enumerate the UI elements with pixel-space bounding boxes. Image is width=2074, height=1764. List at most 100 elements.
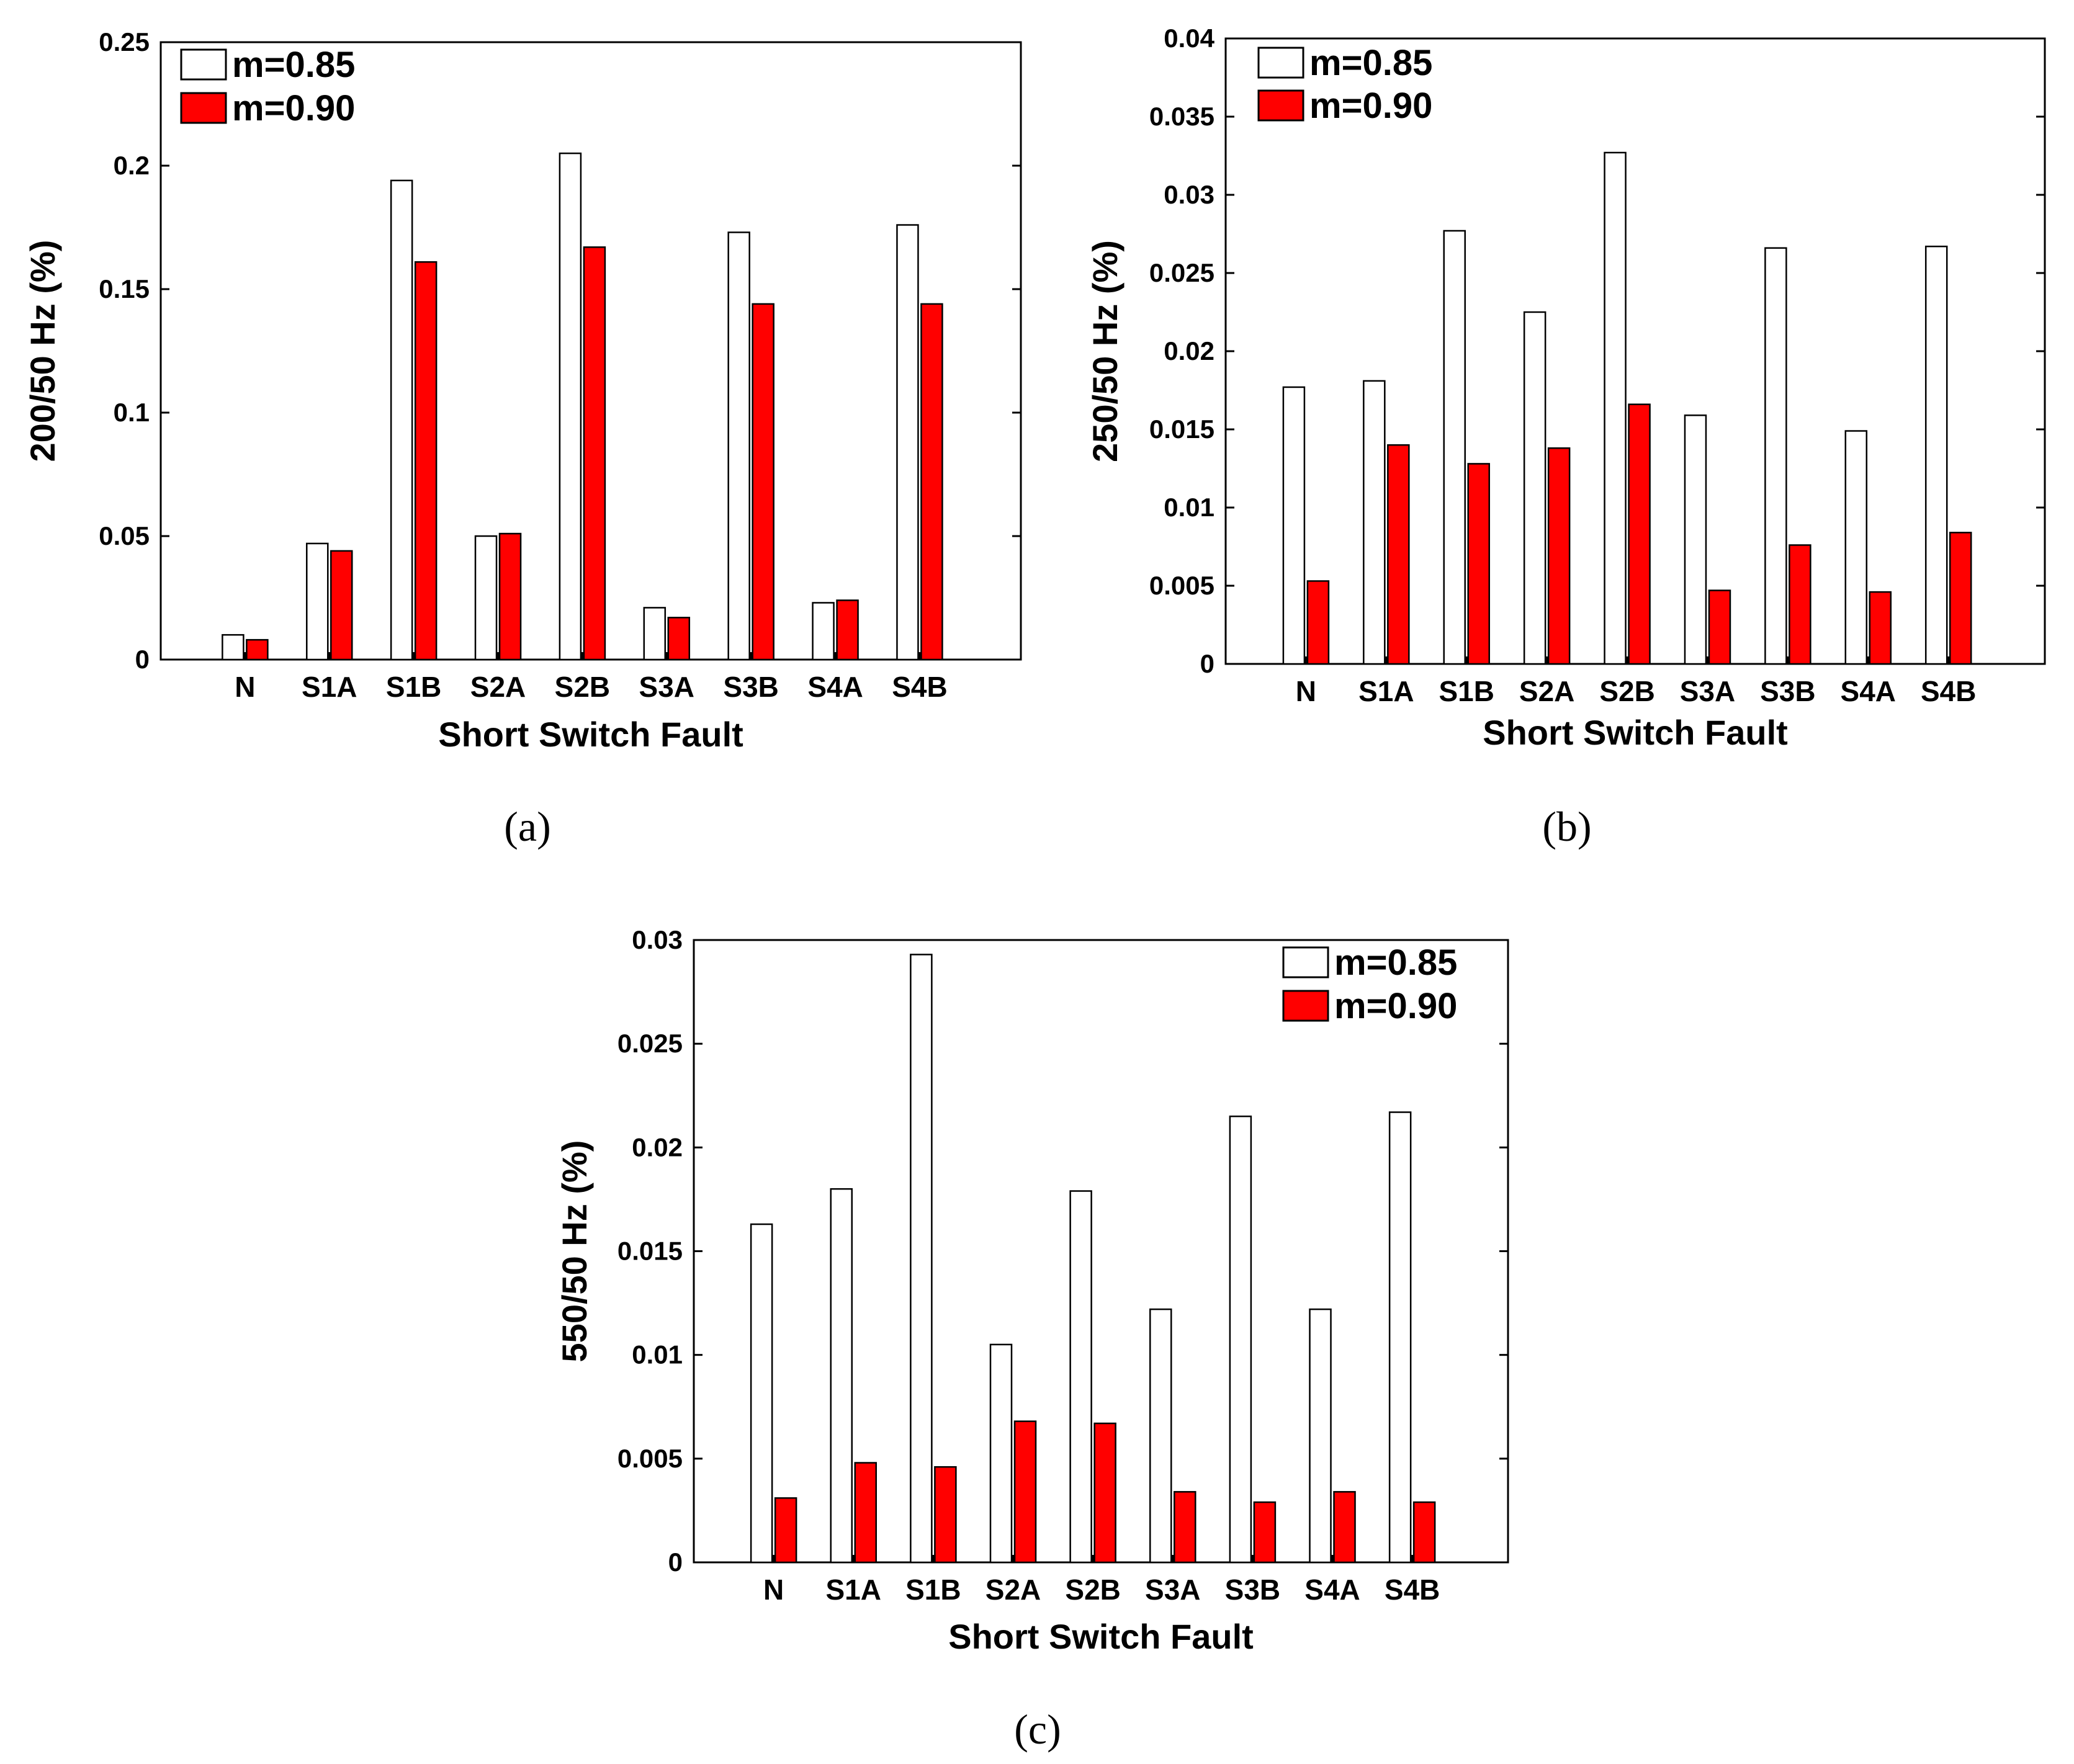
- legend-swatch: [1257, 47, 1304, 79]
- bar-m=0.85-S3B: [1229, 1115, 1252, 1564]
- x-tick-label: S2B: [1065, 1574, 1120, 1606]
- bar-m=0.90-S1A: [854, 1462, 878, 1564]
- x-tick-label: S4B: [892, 671, 947, 703]
- bar-m=0.85-S1B: [390, 179, 413, 661]
- bar-m=0.85-N: [222, 634, 245, 661]
- x-tick-label: S2A: [985, 1574, 1041, 1606]
- bar-m=0.90-N: [774, 1497, 797, 1564]
- bar-m=0.90-S1B: [414, 261, 438, 661]
- bar-m=0.85-S4B: [1388, 1111, 1412, 1564]
- bar-m=0.90-S2B: [1628, 403, 1651, 665]
- bar-m=0.90-S4A: [1333, 1491, 1356, 1564]
- bar-m=0.90-S3A: [667, 617, 691, 661]
- bar-m=0.90-S2B: [583, 246, 606, 661]
- bar-m=0.85-S3B: [727, 231, 750, 661]
- bar-m=0.85-S2A: [989, 1343, 1013, 1564]
- bar-m=0.90-S4B: [920, 303, 943, 661]
- y-tick-label: 0.2: [114, 151, 150, 180]
- x-tick-label: S2A: [1519, 675, 1574, 707]
- bar-m=0.90-S4A: [1869, 591, 1892, 665]
- bar-m=0.85-S3B: [1764, 247, 1787, 665]
- y-tick-label: 0.02: [632, 1132, 683, 1162]
- x-tick-label: S1B: [386, 671, 441, 703]
- y-tick-label: 0.04: [1164, 24, 1214, 53]
- y-axis-title: 250/50 Hz (%): [1085, 240, 1125, 462]
- legend-swatch: [180, 48, 227, 81]
- legend-label: m=0.90: [1334, 986, 1457, 1026]
- y-tick-label: 0: [668, 1547, 683, 1577]
- bar-m=0.85-S2B: [1069, 1190, 1092, 1564]
- y-tick-label: 0.035: [1149, 102, 1214, 131]
- x-axis-title: Short Switch Fault: [948, 1617, 1254, 1656]
- x-tick-label: S3B: [723, 671, 778, 703]
- y-tick-label: 0.25: [99, 27, 150, 56]
- bar-m=0.90-S4B: [1412, 1501, 1436, 1564]
- y-tick-label: 0.15: [99, 274, 150, 303]
- bar-m=0.90-N: [246, 638, 269, 661]
- x-tick-label: S2B: [555, 671, 610, 703]
- x-tick-label: S3A: [1145, 1574, 1200, 1606]
- y-tick-label: 0.025: [617, 1029, 683, 1058]
- x-tick-label: S4B: [1921, 675, 1976, 707]
- bar-m=0.90-S3A: [1174, 1491, 1196, 1564]
- bar-m=0.85-S3A: [1149, 1308, 1172, 1564]
- legend-label: m=0.85: [1334, 942, 1457, 983]
- bar-m=0.90-S1A: [1387, 444, 1410, 665]
- y-axis-title: 550/50 Hz (%): [555, 1140, 594, 1363]
- chart-caption: (b): [1542, 803, 1591, 850]
- bar-m=0.90-N: [1306, 580, 1330, 665]
- bar-m=0.85-N: [750, 1223, 773, 1564]
- bar-m=0.85-S2A: [474, 535, 498, 661]
- bar-m=0.90-S3B: [752, 303, 774, 661]
- y-tick-label: 0.025: [1149, 258, 1214, 287]
- x-tick-label: S1A: [302, 671, 357, 703]
- bar-m=0.90-S3A: [1708, 589, 1731, 665]
- y-tick-label: 0.03: [1164, 180, 1214, 209]
- bar-m=0.90-S1A: [330, 550, 353, 661]
- chart-caption: (c): [1014, 1706, 1061, 1753]
- x-tick-label: S1A: [1358, 675, 1414, 707]
- bar-m=0.90-S1B: [1467, 463, 1490, 665]
- bar-m=0.85-S4B: [896, 224, 919, 661]
- bar-m=0.90-S2A: [1547, 447, 1571, 665]
- bar-m=0.85-S1A: [1363, 380, 1386, 665]
- x-tick-label: S4A: [807, 671, 863, 703]
- bar-m=0.90-S2A: [498, 532, 522, 661]
- y-axis-title: 200/50 Hz (%): [23, 240, 62, 462]
- bar-m=0.85-S3A: [643, 607, 667, 661]
- bar-m=0.90-S1B: [934, 1466, 957, 1564]
- legend-label: m=0.85: [1309, 43, 1432, 83]
- bar-m=0.90-S3B: [1789, 544, 1811, 665]
- bar-m=0.85-S1A: [306, 542, 329, 661]
- legend: m=0.85m=0.90: [1282, 942, 1457, 1026]
- legend: m=0.85m=0.90: [180, 45, 355, 128]
- x-tick-label: S3A: [639, 671, 694, 703]
- y-tick-label: 0.01: [1164, 493, 1214, 522]
- bar-m=0.90-S2B: [1093, 1422, 1116, 1564]
- x-tick-label: S3B: [1760, 675, 1815, 707]
- bar-m=0.90-S4B: [1949, 532, 1972, 665]
- x-axis-title: Short Switch Fault: [438, 715, 743, 754]
- x-tick-label: N: [235, 671, 255, 703]
- y-tick-label: 0: [1200, 649, 1214, 678]
- bar-m=0.85-S4A: [1309, 1308, 1332, 1564]
- bar-m=0.85-S1B: [910, 954, 933, 1564]
- y-tick-label: 0.02: [1164, 336, 1214, 365]
- x-tick-label: S1A: [826, 1574, 881, 1606]
- legend: m=0.85m=0.90: [1257, 43, 1432, 126]
- chart-a: 0 0.05 0.1 0.15 0.2 0.25 N S1A S1B S2A S2B S3A S3B S4…: [23, 27, 1022, 850]
- bar-m=0.85-S2A: [1523, 311, 1547, 665]
- bar-m=0.90-S3B: [1253, 1501, 1277, 1564]
- chart-b: 0 0.005 0.01 0.015 0.02 0.025 0.03 0.035 0.04 N S1…: [1085, 24, 2046, 850]
- legend-swatch: [1257, 89, 1304, 122]
- y-tick-label: 0.1: [114, 398, 150, 427]
- chart-c: 0 0.005 0.01 0.015 0.02 0.025 0.03 N S1A S1B S2A S2…: [555, 925, 1509, 1753]
- x-tick-label: S4B: [1385, 1574, 1440, 1606]
- y-tick-label: 0.01: [632, 1340, 683, 1369]
- bar-m=0.85-S4A: [1844, 430, 1868, 665]
- x-tick-label: S3B: [1225, 1574, 1280, 1606]
- y-tick-label: 0.005: [1149, 571, 1214, 600]
- x-tick-label: S2B: [1599, 675, 1654, 707]
- chart-caption: (a): [504, 803, 550, 850]
